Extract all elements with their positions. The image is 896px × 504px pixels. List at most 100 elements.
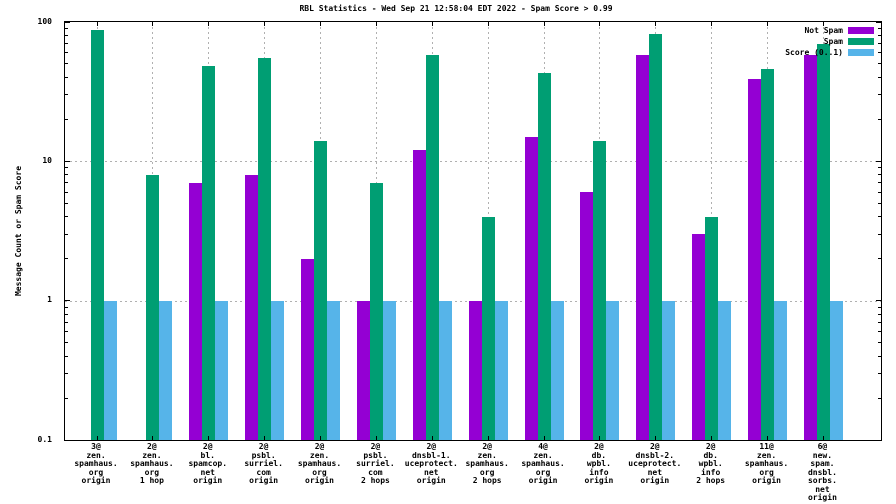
legend: Not Spam Spam Score (0..1) <box>785 26 874 59</box>
x-category-label: 3@ zen. spamhaus. org origin <box>74 442 118 485</box>
y-tick-label: 100 <box>37 16 52 26</box>
x-tick-bottom <box>96 436 98 440</box>
y-tick-right <box>876 300 881 302</box>
x-category-label: 2@ psbl. surriel. com origin <box>244 442 283 485</box>
x-tick-top <box>96 22 98 26</box>
x-tick-bottom <box>375 436 377 440</box>
y-tick-left <box>65 118 68 120</box>
y-tick-right <box>878 355 881 357</box>
x-category-label: 2@ db. wpbl. info 2 hops <box>696 442 726 485</box>
x-tick-top <box>264 22 266 26</box>
x-tick-bottom <box>152 436 154 440</box>
legend-label-score: Score (0..1) <box>785 47 843 57</box>
y-tick-right <box>878 174 881 176</box>
legend-label-spam: Spam <box>823 36 843 46</box>
y-tick-left <box>65 202 68 204</box>
legend-item-score: Score (0..1) <box>785 47 874 57</box>
chart-title: RBL Statistics - Wed Sep 21 12:58:04 EDT… <box>299 4 613 13</box>
bar-not-spam <box>524 136 538 440</box>
y-tick-left <box>65 35 68 36</box>
y-tick-right <box>876 160 881 162</box>
x-category-label: 2@ zen. spamhaus. org 1 hop <box>130 442 174 485</box>
x-tick-top <box>767 22 769 26</box>
y-tick-right <box>878 202 881 204</box>
y-tick-right <box>878 313 881 315</box>
bar-spam <box>90 30 104 440</box>
legend-swatch-score-0-1 <box>848 48 874 56</box>
y-tick-right <box>878 216 881 218</box>
y-tick-left <box>65 321 68 323</box>
y-tick-right <box>878 63 881 65</box>
y-tick-right <box>878 43 881 45</box>
bar-not-spam <box>412 150 426 440</box>
x-tick-bottom <box>711 436 713 440</box>
bar-not-spam <box>692 234 706 440</box>
bar-not-spam <box>189 182 203 440</box>
y-tick-left <box>65 52 68 54</box>
x-tick-top <box>487 22 489 26</box>
bar-not-spam <box>803 54 817 440</box>
bar-spam <box>705 216 719 440</box>
y-tick-left <box>65 373 68 375</box>
x-tick-bottom <box>431 436 433 440</box>
bar-score-0-1 <box>159 300 173 440</box>
bar-not-spam <box>748 78 762 440</box>
x-tick-top <box>599 22 601 26</box>
bar-spam <box>369 182 383 440</box>
y-tick-right <box>878 342 881 344</box>
x-tick-top <box>543 22 545 26</box>
y-tick-left <box>65 21 70 23</box>
y-tick-left <box>65 300 70 302</box>
bar-spam <box>481 216 495 440</box>
y-axis-title: Message Count or Spam Score <box>14 165 23 297</box>
y-tick-right <box>878 321 881 323</box>
bar-not-spam <box>580 192 594 440</box>
x-category-label: 2@ zen. spamhaus. org origin <box>297 442 342 485</box>
y-tick-right <box>878 233 881 235</box>
x-tick-top <box>655 22 657 26</box>
y-tick-right <box>878 306 881 308</box>
y-tick-left <box>65 439 70 441</box>
y-gridline <box>65 161 881 163</box>
y-tick-right <box>878 182 881 184</box>
bar-score-0-1 <box>327 300 341 440</box>
y-tick-right <box>878 35 881 36</box>
y-tick-left <box>65 216 68 218</box>
y-tick-left <box>65 167 68 169</box>
y-tick-right <box>878 52 881 54</box>
x-tick-bottom <box>767 436 769 440</box>
bar-score-0-1 <box>606 300 620 440</box>
bar-spam <box>537 73 551 440</box>
x-category-label: 2@ dnsbl-2. uceprotect. net origin <box>628 442 682 485</box>
y-tick-right <box>878 76 881 78</box>
y-tick-label: 10 <box>42 155 52 165</box>
y-tick-left <box>65 174 68 176</box>
bar-score-0-1 <box>662 300 676 440</box>
bar-spam <box>593 140 607 440</box>
legend-swatch-not-spam <box>848 26 874 34</box>
x-category-label: 2@ db. wpbl. info origin <box>584 442 614 485</box>
bar-not-spam <box>636 54 650 440</box>
x-tick-bottom <box>208 436 210 440</box>
x-category-label: 2@ bl. spamcop. net origin <box>188 442 228 485</box>
x-tick-bottom <box>822 436 824 440</box>
x-category-label: 2@ zen. spamhaus. org 2 hops <box>465 442 509 485</box>
x-tick-top <box>152 22 154 26</box>
y-tick-left <box>65 191 68 193</box>
bar-score-0-1 <box>215 300 229 440</box>
bar-spam <box>816 43 830 440</box>
y-tick-right <box>878 397 881 399</box>
y-tick-left <box>65 27 68 29</box>
y-tick-right <box>878 258 881 260</box>
x-category-label: 2@ dnsbl-1. uceprotect. net origin <box>404 442 458 485</box>
y-tick-left <box>65 306 68 308</box>
y-tick-left <box>65 397 68 399</box>
bar-spam <box>649 34 663 440</box>
y-tick-right <box>878 167 881 169</box>
bar-not-spam <box>301 258 315 440</box>
y-tick-right <box>876 439 881 441</box>
y-tick-left <box>65 342 68 344</box>
bar-score-0-1 <box>382 300 396 440</box>
x-tick-top <box>822 22 824 26</box>
